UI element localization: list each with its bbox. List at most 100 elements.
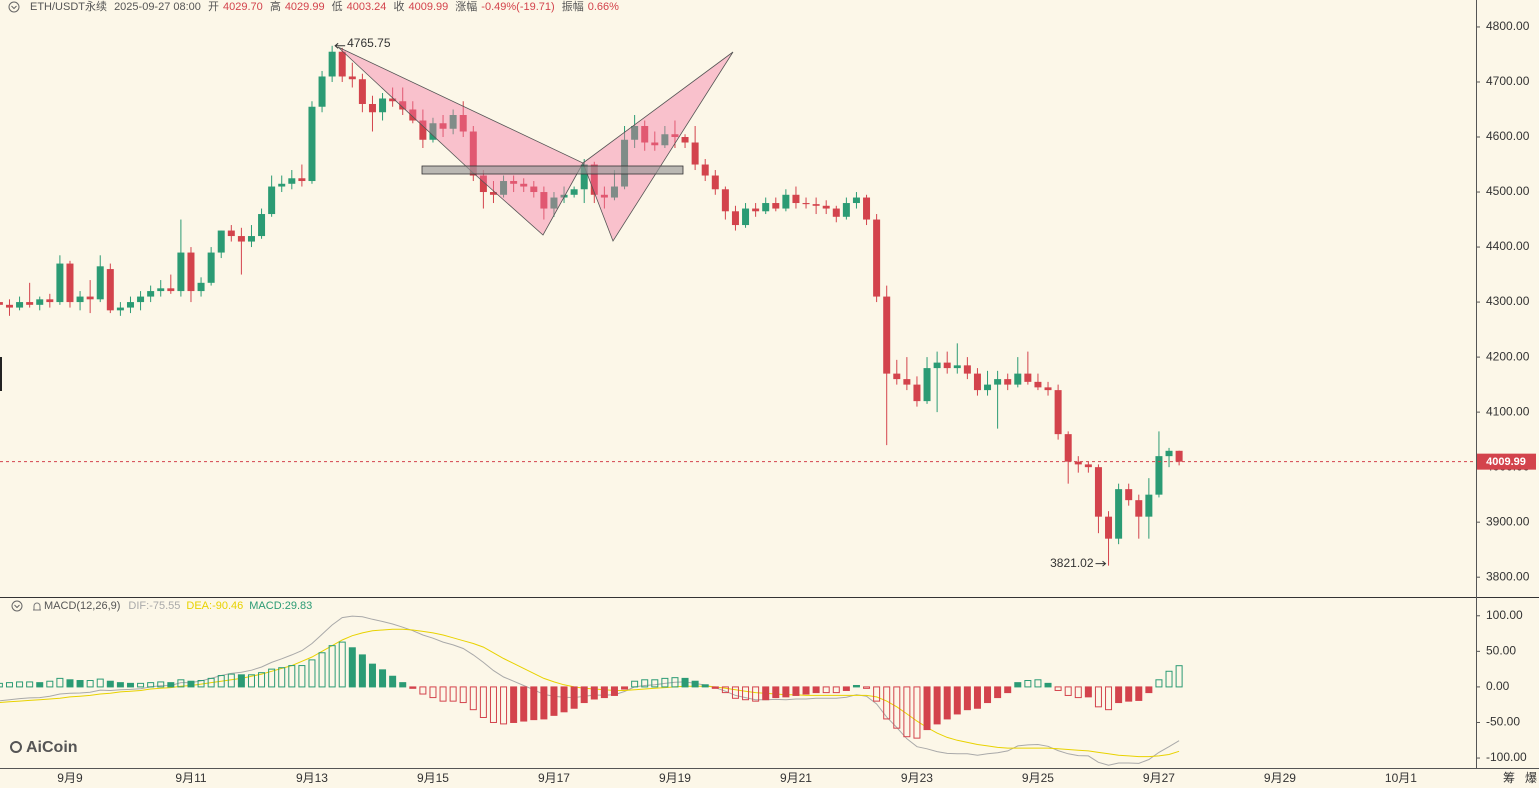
- candle-body: [923, 368, 931, 402]
- macd-bar: [913, 686, 921, 739]
- collapse-icon[interactable]: [11, 600, 23, 612]
- candle-body: [731, 211, 739, 226]
- candle-body: [812, 204, 820, 206]
- candle-body: [913, 384, 921, 402]
- macd-bar: [550, 686, 558, 716]
- candle-body: [530, 186, 538, 193]
- candle-body: [963, 365, 971, 374]
- candle-body: [36, 299, 44, 305]
- candle-body: [1064, 434, 1072, 462]
- macd-bar: [903, 686, 911, 738]
- candle-body: [459, 114, 467, 132]
- macd-bar: [621, 686, 629, 690]
- macd-bar: [1125, 686, 1133, 702]
- candle-body: [691, 142, 699, 165]
- candle-body: [16, 302, 24, 308]
- macd-bar: [701, 684, 709, 688]
- macd-bar: [681, 677, 689, 688]
- macd-bar: [106, 680, 114, 688]
- macd-bar: [1004, 686, 1012, 694]
- candle-body: [1024, 373, 1032, 382]
- y-tick-label: 3900.00: [1486, 514, 1530, 528]
- candle-body: [651, 142, 659, 146]
- macd-bar: [943, 686, 951, 720]
- candle-body: [167, 288, 175, 292]
- macd-bar: [469, 686, 477, 711]
- y-tick-label: 4600.00: [1486, 129, 1530, 143]
- value: 0.66%: [587, 1, 619, 13]
- macd-bar: [217, 675, 225, 688]
- macd-bar: [1024, 680, 1032, 688]
- candle-body: [328, 51, 336, 77]
- macd-bar: [540, 686, 548, 720]
- logo-icon: [10, 741, 22, 753]
- macd-bar: [1115, 686, 1123, 704]
- macd-bar: [66, 679, 74, 688]
- candle-body: [157, 288, 165, 292]
- macd-bar: [26, 681, 34, 688]
- candle-body: [439, 123, 447, 129]
- side-marker: [0, 357, 2, 391]
- symbol[interactable]: ETH/USDT永续: [30, 1, 107, 13]
- macd-bar: [96, 678, 104, 688]
- candle-body: [822, 205, 830, 209]
- candle-body: [1115, 489, 1123, 539]
- macd-bar: [802, 686, 810, 695]
- candle-body: [348, 76, 356, 80]
- candle-body: [671, 134, 679, 138]
- collapse-icon: [14, 604, 20, 609]
- candle-body: [973, 373, 981, 391]
- candle-body: [278, 183, 286, 187]
- candle-body: [247, 236, 255, 242]
- candle-body: [711, 175, 719, 190]
- candle-body: [520, 183, 528, 187]
- macd-bar: [76, 680, 84, 688]
- x-tick-label: 9月27: [1143, 771, 1175, 785]
- macd-bar: [1034, 679, 1042, 688]
- candle-body: [268, 186, 276, 215]
- candle-body: [449, 114, 457, 129]
- candle-body: [1044, 387, 1052, 391]
- macd-bar: [147, 682, 155, 688]
- candle-body: [237, 236, 245, 242]
- header: ETH/USDT永续 2025-09-27 08:00 开 4029.70 高 40…: [30, 0, 623, 14]
- macd-bar: [126, 682, 134, 688]
- candle-body: [631, 126, 639, 140]
- macd-bar: [1145, 686, 1153, 694]
- candle-body: [106, 269, 114, 311]
- candle-body: [863, 197, 871, 220]
- x-tick-label: 9月21: [780, 771, 812, 785]
- macd-bar: [247, 674, 255, 688]
- label: 收: [393, 1, 405, 13]
- macd-bar: [5, 682, 13, 688]
- side-tab[interactable]: 爆: [1525, 771, 1537, 785]
- candle-body: [953, 365, 961, 369]
- candle-body: [56, 263, 64, 303]
- annotation-arrow: [334, 42, 346, 49]
- candle-body: [358, 79, 366, 104]
- candle-body: [227, 230, 235, 237]
- candle-body: [621, 139, 629, 187]
- candle-body: [1125, 489, 1133, 501]
- macd-bar: [298, 665, 306, 688]
- candle-body: [96, 266, 104, 300]
- macd-bar: [288, 665, 296, 688]
- macd-bar: [873, 686, 881, 702]
- plot-area: 3800.003900.004000.004100.004200.004300.…: [0, 19, 1530, 766]
- alert-icon[interactable]: [33, 602, 41, 611]
- candle-body: [379, 98, 387, 113]
- collapse-icon[interactable]: [8, 1, 20, 13]
- candle-body: [742, 208, 750, 226]
- candle-body: [580, 164, 588, 190]
- macd-bar: [328, 645, 336, 688]
- side-tab[interactable]: 筹: [1503, 771, 1515, 785]
- high-annotation: 4765.75: [347, 36, 391, 50]
- macd-bar: [651, 679, 659, 688]
- candle-body: [338, 51, 346, 77]
- candle-body: [116, 307, 124, 311]
- macd-bar: [772, 686, 780, 699]
- x-tick-label: 9月17: [538, 771, 570, 785]
- x-tick-label: 10月1: [1385, 771, 1417, 785]
- macd-bar: [731, 686, 739, 699]
